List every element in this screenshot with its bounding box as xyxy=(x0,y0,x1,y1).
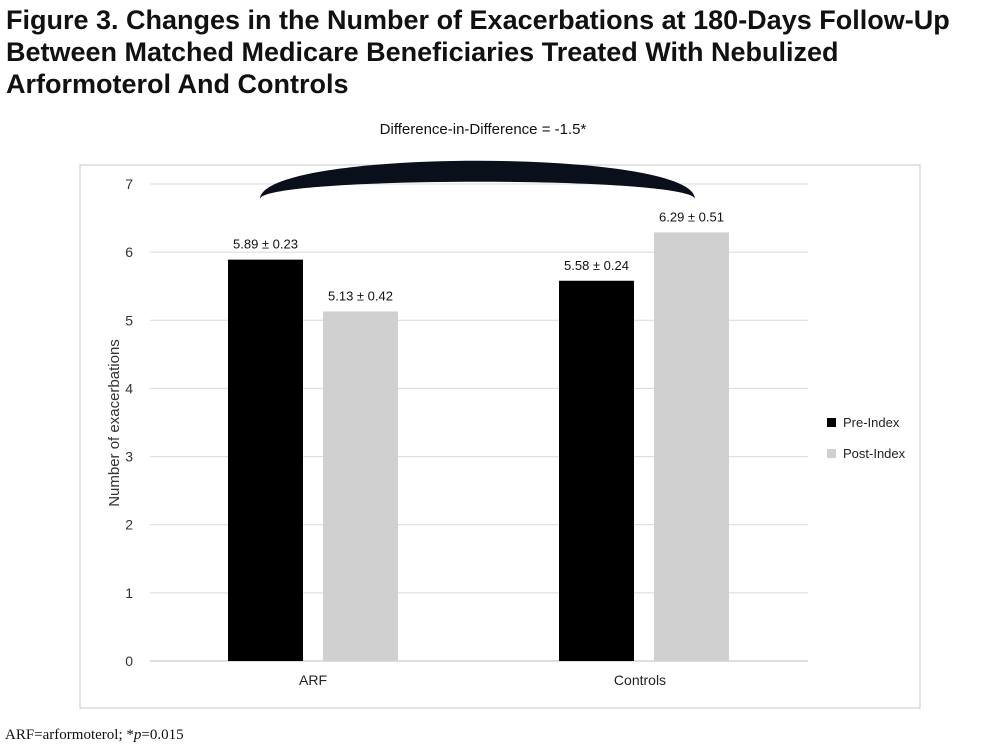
data-label: 5.58 ± 0.24 xyxy=(564,258,629,273)
x-tick-label: Controls xyxy=(614,672,666,688)
bar-post-index-arf xyxy=(323,311,398,661)
legend: Pre-Index Post-Index xyxy=(827,415,906,461)
footnote-suffix: =0.015 xyxy=(141,727,184,743)
y-tick-label: 5 xyxy=(125,312,133,328)
figure-title: Figure 3. Changes in the Number of Exace… xyxy=(6,5,950,99)
footnote-prefix: ARF=arformoterol; * xyxy=(5,727,134,743)
legend-label: Pre-Index xyxy=(843,415,900,430)
y-tick-label: 7 xyxy=(125,176,133,192)
bar-pre-index-controls xyxy=(559,280,634,661)
legend-swatch-pre-index xyxy=(827,418,836,427)
x-axis-ticks: ARF Controls xyxy=(299,672,666,688)
y-tick-label: 1 xyxy=(125,585,133,601)
difference-annotation: Difference-in-Difference = -1.5* xyxy=(380,121,587,138)
y-tick-label: 3 xyxy=(125,449,133,465)
legend-swatch-post-index xyxy=(827,449,836,458)
bars xyxy=(228,232,729,662)
bar-post-index-controls xyxy=(654,232,729,662)
y-tick-label: 0 xyxy=(125,653,133,669)
data-label: 5.89 ± 0.23 xyxy=(233,237,298,252)
y-tick-label: 2 xyxy=(125,517,133,533)
y-axis-ticks: 0 1 2 3 4 5 6 7 xyxy=(125,176,133,669)
x-tick-label: ARF xyxy=(299,672,327,688)
plot-area-border xyxy=(79,164,921,709)
footnote-p: p xyxy=(133,727,142,743)
data-label: 5.13 ± 0.42 xyxy=(328,288,393,303)
footnote: ARF=arformoterol; *p=0.015 xyxy=(5,727,184,744)
difference-bracket xyxy=(260,160,695,199)
data-labels: 5.89 ± 0.23 5.13 ± 0.42 5.58 ± 0.24 6.29 ± … xyxy=(233,209,724,303)
data-label: 6.29 ± 0.51 xyxy=(659,209,724,224)
y-tick-label: 6 xyxy=(125,244,133,260)
legend-label: Post-Index xyxy=(843,446,906,461)
bar-pre-index-arf xyxy=(228,259,303,661)
y-axis-label: Number of exacerbations xyxy=(106,339,123,507)
y-tick-label: 4 xyxy=(125,380,133,396)
